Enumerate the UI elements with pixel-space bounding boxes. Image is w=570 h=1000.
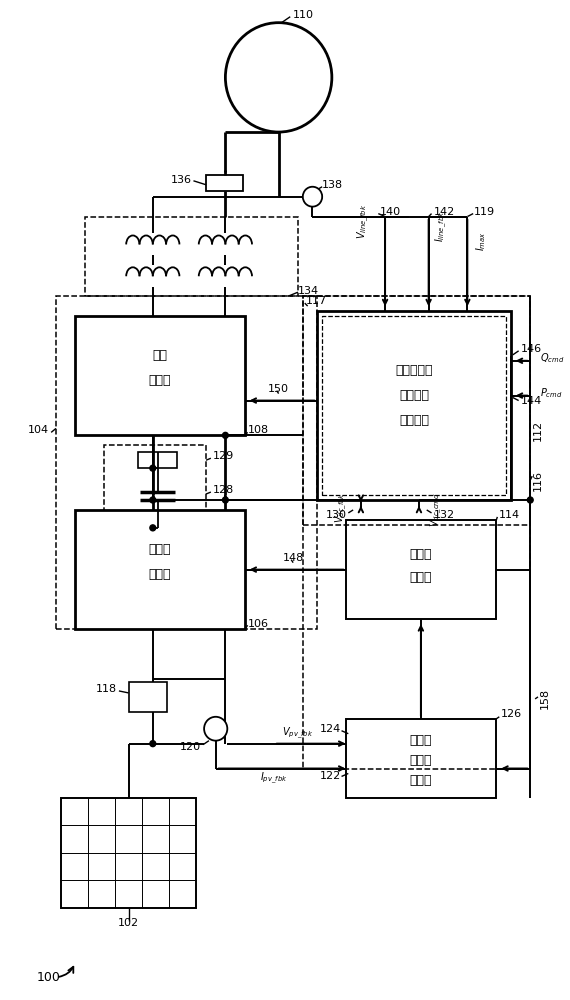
Circle shape (150, 525, 156, 531)
Text: 136: 136 (170, 175, 192, 185)
Text: 118: 118 (96, 684, 117, 694)
Bar (347, 520, 496, 619)
Bar (75, 316, 245, 435)
Circle shape (150, 465, 156, 471)
Text: $V_{dc\_fbk}$: $V_{dc\_fbk}$ (334, 492, 349, 523)
Text: 148: 148 (283, 553, 304, 563)
Text: 变流器: 变流器 (148, 374, 171, 387)
Text: 110: 110 (293, 10, 314, 20)
Text: 100: 100 (36, 971, 60, 984)
Bar (303, 296, 530, 525)
Bar (317, 311, 511, 500)
Circle shape (225, 23, 332, 132)
Bar (206, 175, 243, 191)
Bar (75, 510, 245, 629)
Text: 102: 102 (118, 918, 139, 928)
Text: $V_{dc\_cmd}$: $V_{dc\_cmd}$ (429, 493, 444, 527)
Text: 142: 142 (433, 207, 455, 217)
Text: 158: 158 (540, 688, 550, 709)
Text: $I_{pv\_fbk}$: $I_{pv\_fbk}$ (260, 771, 287, 786)
Circle shape (303, 187, 322, 207)
Text: 106: 106 (247, 619, 268, 629)
Circle shape (527, 497, 533, 503)
Text: $I_{line\_fbk}$: $I_{line\_fbk}$ (433, 211, 449, 242)
Text: 112: 112 (533, 420, 543, 441)
Bar (139, 452, 177, 468)
Text: 119: 119 (474, 207, 495, 217)
Text: 变流器: 变流器 (148, 568, 171, 581)
Bar (303, 296, 530, 768)
Text: 126: 126 (501, 709, 522, 719)
Text: 140: 140 (380, 207, 401, 217)
Bar (322, 316, 506, 495)
Text: 混合电流和: 混合电流和 (396, 364, 433, 377)
Text: 117: 117 (306, 296, 327, 306)
Text: 104: 104 (28, 425, 49, 435)
Text: $I_{max}$: $I_{max}$ (474, 232, 488, 251)
Circle shape (222, 432, 229, 438)
Bar (129, 682, 168, 712)
Bar (61, 798, 196, 908)
Circle shape (150, 741, 156, 747)
Circle shape (150, 497, 156, 503)
Text: $V_{pv\_fbk}$: $V_{pv\_fbk}$ (282, 726, 314, 741)
Text: 120: 120 (180, 742, 201, 752)
Text: 光伏侧: 光伏侧 (148, 543, 171, 556)
Text: 114: 114 (499, 510, 520, 520)
Text: $V_{line\_fbk}$: $V_{line\_fbk}$ (355, 204, 370, 239)
Text: 最大功: 最大功 (410, 734, 432, 747)
Text: 130: 130 (325, 510, 347, 520)
Text: 控制模块: 控制模块 (399, 414, 429, 427)
Text: 124: 124 (320, 724, 341, 734)
Text: 网侧: 网侧 (152, 349, 167, 362)
Text: 138: 138 (322, 180, 343, 190)
Text: 128: 128 (213, 485, 234, 495)
Circle shape (222, 497, 229, 503)
Text: 132: 132 (433, 510, 455, 520)
Bar (347, 719, 496, 798)
Text: $P_{cmd}$: $P_{cmd}$ (540, 386, 563, 399)
Text: 146: 146 (520, 344, 541, 354)
Text: 116: 116 (533, 470, 543, 491)
Text: 129: 129 (213, 451, 234, 461)
Text: 直流电压: 直流电压 (399, 389, 429, 402)
Bar (104, 445, 206, 535)
Text: 122: 122 (320, 771, 341, 781)
Text: 率点追: 率点追 (410, 754, 432, 767)
Text: 134: 134 (298, 286, 319, 296)
Text: 控制器: 控制器 (410, 571, 432, 584)
Text: 光伏侧: 光伏侧 (410, 548, 432, 561)
Text: 150: 150 (268, 384, 289, 394)
Text: 踪单元: 踪单元 (410, 774, 432, 787)
Text: $Q_{cmd}$: $Q_{cmd}$ (540, 351, 564, 365)
Bar (56, 296, 317, 629)
Text: 144: 144 (520, 396, 542, 406)
Text: 108: 108 (247, 425, 269, 435)
Bar (85, 217, 298, 296)
Circle shape (204, 717, 227, 741)
